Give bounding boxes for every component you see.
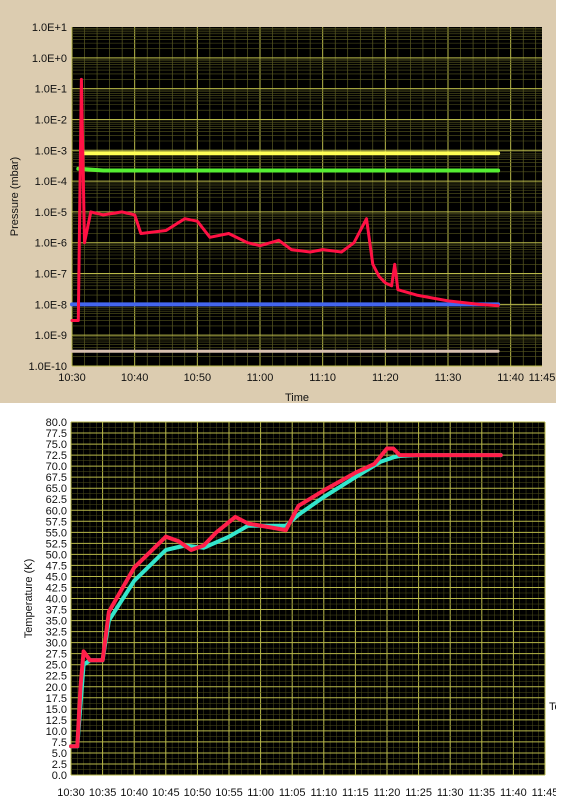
y-tick-label: 1.0E-7 (35, 269, 67, 281)
y-tick-label: 1.0E-4 (35, 176, 67, 188)
x-tick-label: 11:00 (247, 787, 274, 799)
y-tick-label: 35.0 (46, 616, 67, 628)
x-tick-label: 10:35 (89, 787, 117, 799)
y-tick-label: 25.0 (46, 660, 67, 672)
y-tick-label: 52.5 (46, 538, 67, 550)
pressure-chart-panel: 1.0E-10 1.0E-9 1.0E-8 1.0E-7 1.0E-6 1.0E-5 1.0… (0, 0, 556, 403)
y-tick-label: 1.0E-9 (35, 330, 67, 342)
y-tick-label: 67.5 (46, 472, 67, 484)
y-tick-label: 20.0 (46, 682, 67, 694)
y-tick-label: 15.0 (46, 704, 67, 716)
series-line (76, 166, 501, 173)
x-axis-label: Te (549, 701, 556, 713)
y-tick-label: 1.0E-3 (35, 145, 67, 157)
x-tick-label: 11:45 (532, 787, 556, 799)
y-axis-label: Pressure (mbar) (9, 157, 21, 236)
x-tick-label: 10:30 (57, 787, 85, 799)
y-tick-label: 32.5 (46, 627, 67, 639)
y-tick-label: 1.0E-5 (35, 207, 67, 219)
y-tick-label: 1.0E+1 (32, 22, 67, 34)
x-tick-label: 11:10 (310, 787, 337, 799)
y-tick-label: 50.0 (46, 549, 67, 561)
y-tick-label: 30.0 (46, 638, 67, 650)
y-tick-label: 72.5 (46, 450, 67, 462)
plot-area (72, 27, 542, 366)
pressure-chart: 1.0E-10 1.0E-9 1.0E-8 1.0E-7 1.0E-6 1.0E-5 1.0… (9, 22, 556, 403)
y-tick-label: 22.5 (46, 671, 67, 683)
x-tick-label: 11:45 (529, 372, 556, 384)
x-tick-label: 10:40 (121, 372, 149, 384)
grid (71, 27, 542, 367)
y-tick-label: 40.0 (46, 594, 67, 606)
series-line (69, 446, 503, 749)
y-tick-label: 75.0 (46, 439, 67, 451)
y-tick-label: 1.0E-8 (35, 299, 67, 311)
y-tick-label: 7.5 (52, 737, 67, 749)
y-tick-label: 60.0 (46, 505, 67, 517)
y-tick-label: 10.0 (46, 726, 67, 738)
x-tick-label: 11:25 (405, 787, 432, 799)
x-tick-label: 10:30 (58, 372, 86, 384)
y-tick-label: 12.5 (46, 715, 67, 727)
x-tick-label: 11:30 (437, 787, 464, 799)
x-tick-label: 11:15 (342, 787, 369, 799)
y-tick-label: 57.5 (46, 516, 67, 528)
y-tick-label: 42.5 (46, 582, 67, 594)
y-tick-label: 1.0E-2 (35, 114, 67, 126)
x-tick-label: 10:50 (184, 787, 212, 799)
y-tick-label: 77.5 (46, 428, 67, 440)
y-tick-label: 2.5 (52, 759, 67, 771)
y-tick-label: 47.5 (46, 560, 67, 572)
x-tick-label: 10:45 (152, 787, 180, 799)
y-tick-label: 80.0 (46, 417, 67, 429)
y-tick-label: 27.5 (46, 649, 67, 661)
x-tick-label: 11:05 (279, 787, 306, 799)
y-axis-label: Temperature (K) (23, 559, 35, 638)
y-tick-label: 65.0 (46, 483, 67, 495)
y-tick-label: 1.0E-6 (35, 238, 67, 250)
y-tick-label: 1.0E-10 (28, 361, 67, 373)
x-tick-label: 10:40 (120, 787, 148, 799)
x-tick-label: 11:35 (468, 787, 495, 799)
y-tick-label: 0.0 (52, 770, 67, 782)
y-tick-label: 62.5 (46, 494, 67, 506)
temperature-chart: 0.02.55.07.510.012.515.017.520.022.525.0… (23, 417, 556, 799)
x-tick-label: 11:10 (309, 372, 336, 384)
y-tick-label: 70.0 (46, 461, 67, 473)
x-tick-label: 10:55 (215, 787, 243, 799)
temperature-chart-panel: 0.0 2.5 5.0 7.5 10.0 12.5 15.0 17.5 20.0 22.5 25.0… (18, 408, 556, 800)
y-tick-label: 55.0 (46, 527, 67, 539)
y-tick-label: 17.5 (46, 693, 67, 705)
series-line (70, 77, 500, 322)
x-tick-label: 11:40 (497, 372, 524, 384)
y-tick-label: 1.0E-1 (35, 84, 67, 96)
x-tick-label: 11:20 (374, 787, 401, 799)
grid (70, 421, 546, 776)
y-tick-label: 5.0 (52, 748, 67, 760)
x-axis-label: Time (285, 392, 309, 403)
x-tick-label: 10:50 (184, 372, 212, 384)
y-tick-label: 1.0E+0 (32, 53, 67, 65)
x-tick-label: 11:30 (435, 372, 462, 384)
x-tick-label: 11:20 (372, 372, 399, 384)
x-tick-label: 11:00 (247, 372, 274, 384)
x-tick-label: 11:40 (500, 787, 527, 799)
y-tick-label: 37.5 (46, 605, 67, 617)
y-tick-label: 45.0 (46, 571, 67, 583)
